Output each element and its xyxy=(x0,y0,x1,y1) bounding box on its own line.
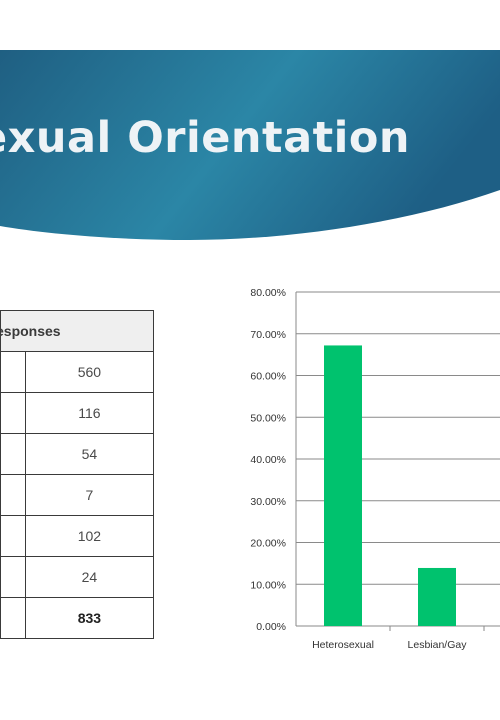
bar-chart-svg: 0.00% 10.00% 20.00% 30.00% 40.00% 50.00% 60.00… xyxy=(250,287,500,651)
table-cell-category xyxy=(0,515,26,557)
table-header-cell: esponses xyxy=(0,310,154,352)
table-cell-count: 54 xyxy=(24,433,155,475)
table-row: 116 xyxy=(0,392,155,434)
table-cell-count: 7 xyxy=(24,474,155,516)
table-row: 102 xyxy=(0,515,155,557)
responses-header: esponses xyxy=(0,323,61,339)
x-tick-label: Heterosexual xyxy=(312,639,374,651)
x-tick-label: Lesbian/Gay xyxy=(408,639,468,651)
table-row: 54 xyxy=(0,433,155,475)
table-cell-count: 116 xyxy=(24,392,155,434)
table-total-row: 833 xyxy=(0,597,155,639)
y-tick-label: 60.00% xyxy=(250,371,286,383)
table-row: 560 xyxy=(0,351,155,393)
table-row: 7 xyxy=(0,474,155,516)
table-cell-category xyxy=(0,474,26,516)
y-tick-label: 50.00% xyxy=(250,412,286,424)
table-cell-category xyxy=(0,556,26,598)
bar-chart: 0.00% 10.00% 20.00% 30.00% 40.00% 50.00% 60.00… xyxy=(230,278,500,663)
table-cell-category xyxy=(0,597,26,639)
y-tick-label: 40.00% xyxy=(250,454,286,466)
title-banner: exual Orientation xyxy=(0,0,500,240)
bar xyxy=(418,567,456,626)
table-cell-count: 24 xyxy=(24,556,155,598)
table-total-count: 833 xyxy=(24,597,155,639)
y-tick-label: 0.00% xyxy=(256,621,286,633)
banner-background xyxy=(0,50,500,240)
responses-table-container: esponses 560 116 54 7 102 24 833 xyxy=(0,310,155,639)
table-cell-count: 102 xyxy=(24,515,155,557)
y-tick-label: 80.00% xyxy=(250,287,286,299)
y-tick-label: 70.00% xyxy=(250,329,286,341)
slide-title: exual Orientation xyxy=(0,113,411,163)
table-cell-category xyxy=(0,433,26,475)
table-cell-category xyxy=(0,392,26,434)
table-row: 24 xyxy=(0,556,155,598)
table-header-row: esponses xyxy=(0,310,154,352)
y-tick-label: 20.00% xyxy=(250,538,286,550)
y-tick-label: 10.00% xyxy=(250,579,286,591)
table-cell-category xyxy=(0,351,26,393)
y-tick-label: 30.00% xyxy=(250,496,286,508)
bar xyxy=(324,345,362,626)
responses-table: esponses 560 116 54 7 102 24 833 xyxy=(0,310,155,639)
table-cell-count: 560 xyxy=(24,351,155,393)
